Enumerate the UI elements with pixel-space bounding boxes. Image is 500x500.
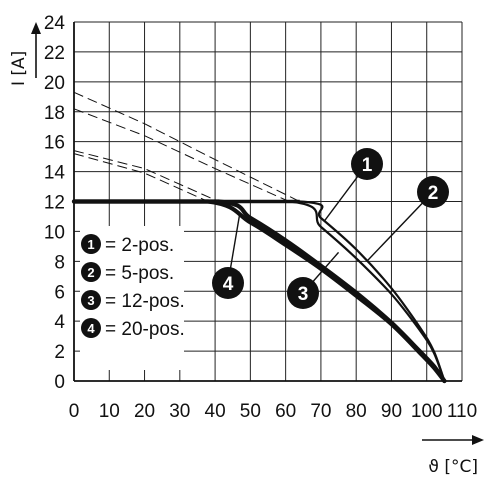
callout-number: 3	[298, 284, 309, 305]
legend: 1 = 2-pos. 2 = 5-pos. 3 = 12-pos. 4 = 20-pos.	[80, 226, 185, 370]
legend-badge-number: 1	[87, 237, 94, 252]
y-tick-label: 0	[54, 372, 65, 393]
series-callouts: 1 2 3 4	[212, 148, 449, 309]
y-tick-label: 2	[54, 342, 65, 363]
y-tick-label: 22	[44, 43, 65, 64]
legend-badge-number: 3	[87, 293, 94, 308]
x-tick-labels: 0 10 20 30 40 50 60 70 80 90 100 110	[69, 401, 477, 422]
x-tick-label: 50	[240, 401, 261, 422]
y-tick-label: 8	[54, 252, 65, 273]
callout-badge-1	[351, 148, 383, 180]
callout-badge-4	[212, 267, 244, 299]
x-tick-label: 60	[275, 401, 296, 422]
y-tick-label: 24	[44, 13, 66, 34]
x-tick-label: 100	[411, 401, 443, 422]
legend-entry-label: = 20-pos.	[105, 319, 185, 340]
x-tick-label: 70	[310, 401, 331, 422]
x-axis-arrow-head	[472, 435, 484, 445]
y-tick-label: 20	[44, 73, 65, 94]
y-tick-label: 14	[44, 163, 66, 184]
x-tick-label: 10	[99, 401, 120, 422]
y-tick-label: 18	[44, 103, 65, 124]
x-tick-label: 80	[346, 401, 367, 422]
legend-entry-label: = 2-pos.	[105, 235, 174, 256]
y-tick-label: 6	[54, 282, 65, 303]
x-axis-label: ϑ [°C]	[428, 457, 478, 477]
x-tick-label: 30	[169, 401, 190, 422]
y-tick-label: 16	[44, 133, 65, 154]
y-tick-label: 12	[44, 193, 65, 214]
x-tick-label: 90	[381, 401, 402, 422]
x-axis-label-group: ϑ [°C]	[422, 435, 484, 477]
legend-badge-4	[81, 318, 101, 338]
y-tick-label: 10	[44, 222, 65, 243]
callout-number: 2	[428, 183, 439, 204]
y-axis-arrow-head	[31, 22, 41, 34]
x-tick-label: 0	[69, 401, 80, 422]
derating-dashed-lines	[73, 91, 300, 202]
y-axis-label-group: I [A]	[9, 22, 41, 86]
x-tick-label: 110	[447, 401, 477, 422]
derating-line-2	[73, 108, 290, 202]
legend-entry-label: = 12-pos.	[105, 291, 185, 312]
y-axis-label: I [A]	[9, 51, 29, 86]
derating-line-3	[73, 150, 219, 202]
x-tick-label: 40	[205, 401, 226, 422]
callout-number: 4	[223, 274, 234, 295]
legend-badge-3	[81, 290, 101, 310]
callout-badge-3	[287, 277, 319, 309]
x-tick-label: 20	[134, 401, 155, 422]
legend-entry-label: = 5-pos.	[105, 263, 174, 284]
callout-number: 1	[362, 155, 373, 176]
legend-badge-number: 2	[87, 265, 94, 280]
series-lines	[71, 199, 447, 384]
callout-badge-2	[417, 176, 449, 208]
series-line-2	[72, 200, 446, 383]
y-tick-label: 4	[54, 312, 65, 333]
series-line-4	[71, 199, 447, 384]
derating-line-4	[73, 153, 209, 202]
legend-badge-2	[81, 262, 101, 282]
legend-badge-number: 4	[87, 321, 95, 336]
derating-line-1	[73, 91, 300, 202]
legend-badge-1	[81, 234, 101, 254]
